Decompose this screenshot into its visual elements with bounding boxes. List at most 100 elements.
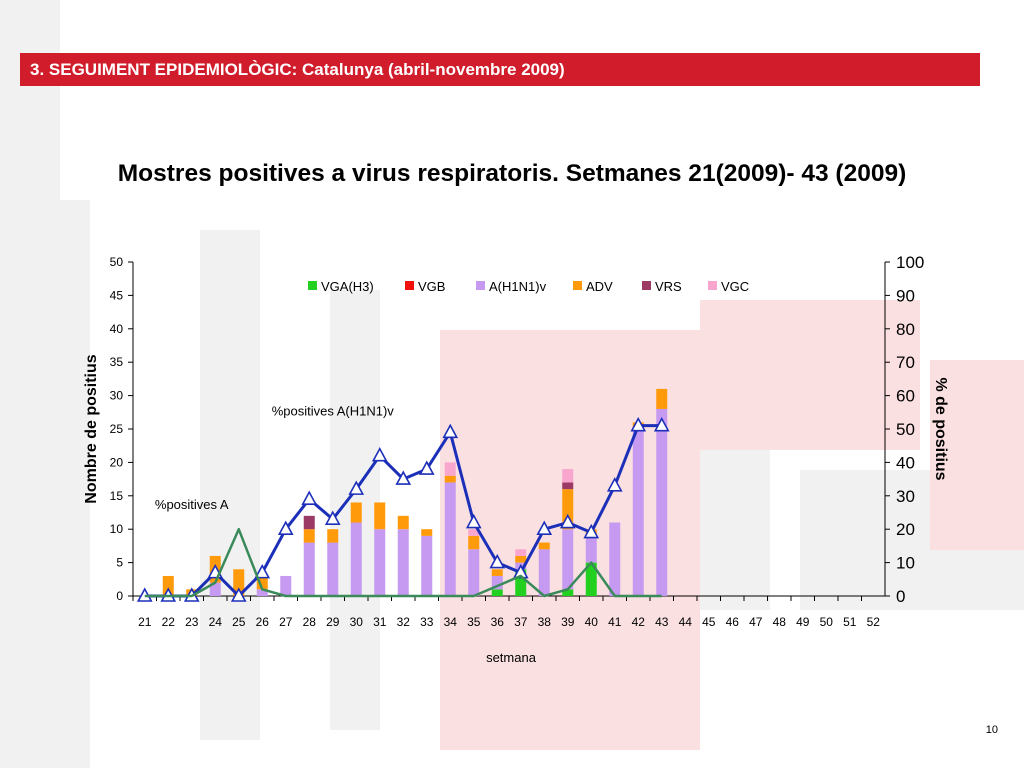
line-series — [144, 527, 662, 598]
x-tick-label: 29 — [326, 615, 340, 629]
y-tick-label: 40 — [110, 322, 124, 336]
bar-segment — [562, 529, 574, 590]
line-marker — [277, 520, 294, 536]
legend-label: VGB — [418, 279, 445, 294]
x-tick-label: 36 — [491, 615, 505, 629]
bar-segment — [515, 555, 527, 563]
y2-tick-label: 50 — [896, 420, 915, 439]
bar-segment — [585, 535, 597, 563]
y2-tick-label: 30 — [896, 487, 915, 506]
line-marker — [559, 513, 576, 529]
x-tick-label: 28 — [303, 615, 317, 629]
x-tick-label: 23 — [185, 615, 199, 629]
y2-tick-label: 100 — [896, 253, 924, 272]
bar-segment — [280, 575, 292, 596]
legend-swatch — [573, 281, 582, 290]
x-tick-label: 27 — [279, 615, 293, 629]
y2-tick-label: 20 — [896, 520, 915, 539]
line-marker — [583, 523, 600, 539]
x-tick-label: 40 — [585, 615, 599, 629]
y2-tick-label: 70 — [896, 353, 915, 372]
line-marker — [254, 563, 271, 579]
line-marker — [230, 587, 247, 602]
legend-swatch — [476, 281, 485, 290]
bar-segment — [256, 589, 268, 596]
bar-segment — [491, 569, 503, 576]
bar-segment — [468, 549, 480, 596]
x-tick-label: 32 — [397, 615, 411, 629]
x-tick-label: 50 — [820, 615, 834, 629]
bar-segment — [327, 542, 339, 596]
y-axis-title: Nombre de positius — [83, 354, 100, 503]
bar-segment — [162, 575, 174, 596]
legend-swatch — [308, 281, 317, 290]
bar-segment — [585, 562, 597, 596]
y-tick-label: 45 — [110, 288, 124, 302]
page-number: 10 — [985, 724, 998, 736]
bar-segment — [374, 529, 386, 596]
bar-segment — [491, 575, 503, 590]
line-marker — [536, 520, 553, 536]
y2-tick-label: 90 — [896, 286, 915, 305]
section-header: 3. SEGUIMENT EPIDEMIOLÒGIC: Catalunya (a… — [20, 53, 980, 86]
bar-segment — [303, 529, 315, 543]
bar-segment — [421, 529, 433, 536]
bar-segment — [374, 502, 386, 530]
line-marker — [301, 490, 318, 505]
bar-segment — [397, 529, 409, 596]
y2-tick-label: 0 — [896, 587, 905, 606]
y2-tick-label: 60 — [896, 387, 915, 406]
legend-swatch — [405, 281, 414, 290]
y-tick-label: 15 — [110, 489, 124, 503]
bar-segment — [397, 515, 409, 530]
bar-segment — [562, 589, 574, 596]
line-marker — [489, 553, 506, 569]
legend-swatch — [708, 281, 717, 290]
line-marker — [371, 447, 388, 462]
bar-segment — [491, 589, 503, 596]
x-tick-label: 43 — [655, 615, 669, 629]
chart-annotation: %positives A(H1N1)v — [272, 404, 395, 419]
x-tick-label: 51 — [843, 615, 857, 629]
y-tick-label: 25 — [110, 422, 124, 436]
bar-segment — [538, 549, 550, 596]
bar-segment — [421, 535, 433, 596]
bar-segment — [444, 462, 456, 476]
x-tick-label: 37 — [514, 615, 528, 629]
legend-swatch — [642, 281, 651, 290]
y-tick-label: 0 — [116, 589, 123, 603]
x-tick-label: 41 — [608, 615, 622, 629]
bar-segment — [632, 429, 644, 596]
y-tick-label: 35 — [110, 355, 124, 369]
bar-segment — [327, 529, 339, 543]
y2-tick-label: 40 — [896, 453, 915, 472]
legend-label: VGA(H3) — [321, 279, 374, 294]
x-tick-label: 31 — [373, 615, 387, 629]
y2-axis-title: % de positius — [932, 377, 949, 480]
line-marker — [348, 480, 365, 495]
bar-segment — [468, 535, 480, 550]
x-tick-label: 49 — [796, 615, 810, 629]
bar-segment — [656, 408, 668, 596]
line-marker — [418, 460, 435, 475]
line-marker — [465, 513, 482, 529]
bar-segment — [562, 489, 574, 530]
x-tick-label: 30 — [350, 615, 364, 629]
bar-segment — [609, 522, 621, 596]
y2-tick-label: 80 — [896, 320, 915, 339]
bar-segment — [515, 569, 527, 596]
line-marker — [653, 416, 670, 432]
bar-segment — [303, 515, 315, 530]
bar-segment — [209, 582, 221, 596]
x-axis-title: setmana — [486, 650, 537, 665]
x-tick-label: 22 — [162, 615, 176, 629]
legend-label: VGC — [721, 279, 749, 294]
stacked-bar-line-chart: 0 5 10 15 20 25 30 35 40 45 50 0 10 20 30 40 50 60 70 80 90 1… — [83, 253, 949, 665]
bar-segment — [303, 542, 315, 596]
x-tick-label: 45 — [702, 615, 716, 629]
x-tick-label: 26 — [256, 615, 270, 629]
line-marker — [395, 470, 412, 485]
chart-annotation: %positives A — [155, 497, 229, 512]
bar-segment — [562, 482, 574, 490]
x-tick-label: 52 — [867, 615, 881, 629]
